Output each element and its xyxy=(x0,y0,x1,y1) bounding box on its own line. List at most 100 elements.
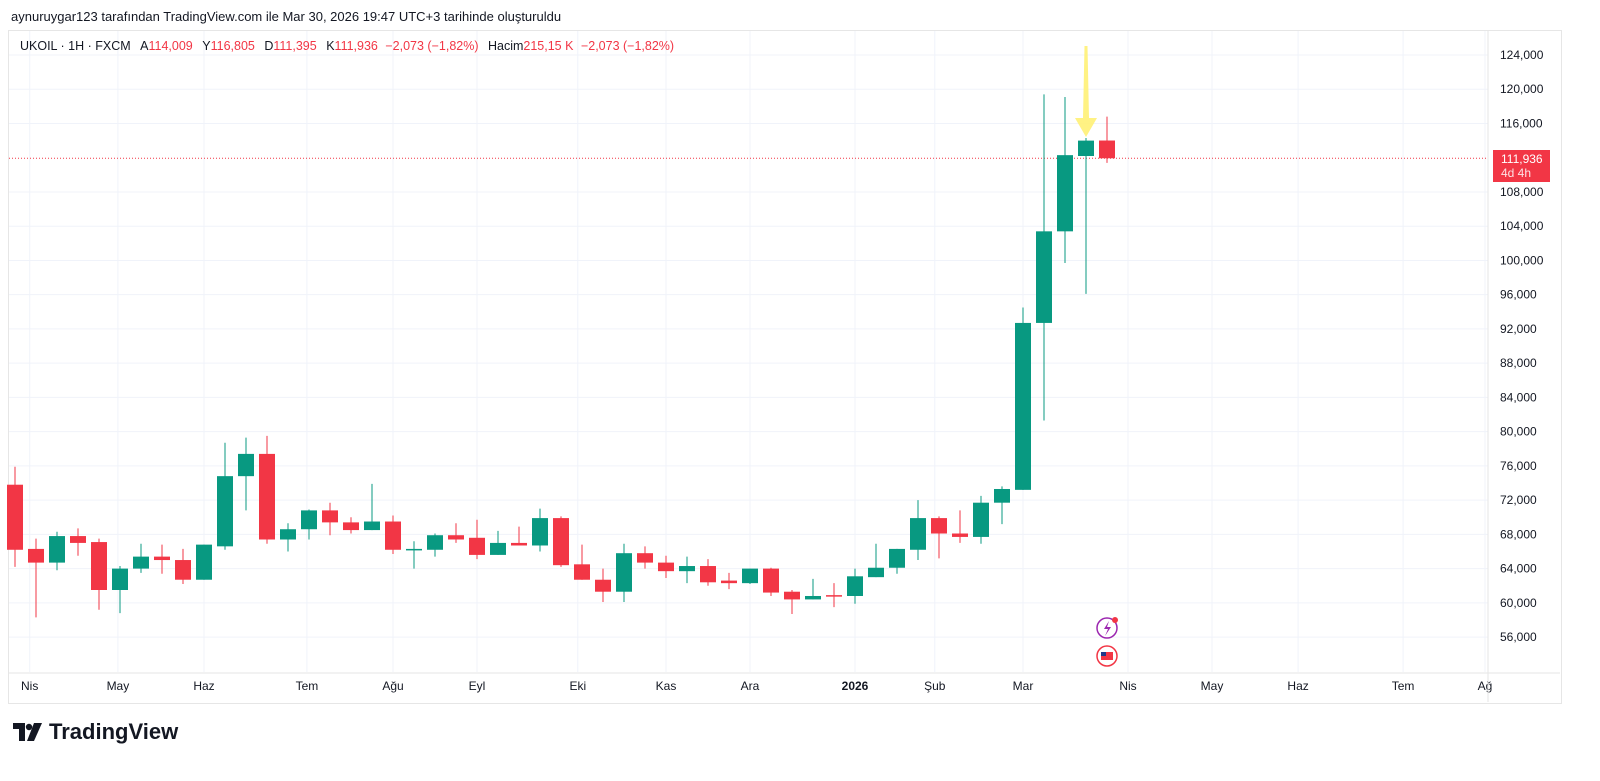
close-value: 111,936 xyxy=(334,39,378,53)
event-dot xyxy=(1112,617,1118,623)
candle-down xyxy=(826,595,842,597)
candle-up xyxy=(532,518,548,546)
chart-frame xyxy=(8,30,1562,704)
candle-up xyxy=(868,567,884,578)
volume-label: Hacim xyxy=(487,39,524,53)
candle-down xyxy=(700,566,716,583)
tradingview-logo[interactable]: TradingView xyxy=(13,719,178,745)
candle-down xyxy=(175,560,191,580)
candle-down xyxy=(91,542,107,590)
time-axis-label: 2026 xyxy=(842,679,869,693)
candle-down xyxy=(7,484,23,550)
time-axis-label: May xyxy=(107,679,130,693)
time-axis-label: Eyl xyxy=(469,679,486,693)
low-value: 111,395 xyxy=(273,39,317,53)
candle-down xyxy=(637,553,653,563)
symbol-legend: UKOIL · 1H · FXCM A114,009 Y116,805 D111… xyxy=(20,39,674,53)
price-axis-label: 96,000 xyxy=(1500,288,1537,302)
candle-up xyxy=(49,536,65,563)
candle-up xyxy=(1078,140,1094,157)
candle-up xyxy=(910,518,926,550)
candle-down xyxy=(784,591,800,600)
price-axis-label: 56,000 xyxy=(1500,630,1537,644)
lightning-glyph xyxy=(1104,621,1111,636)
chart-caption: aynuruygar123 tarafından TradingView.com… xyxy=(11,9,562,24)
candle-up xyxy=(889,548,905,568)
price-axis-label: 88,000 xyxy=(1500,356,1537,370)
candle-up xyxy=(301,510,317,530)
candle-down xyxy=(259,453,275,540)
price-axis-label: 104,000 xyxy=(1500,219,1544,233)
flag-stripes xyxy=(1101,652,1113,660)
candle-down xyxy=(343,522,359,531)
last-price: 111,936 xyxy=(1501,152,1543,166)
flag-canton xyxy=(1101,652,1106,656)
time-axis-label: Ağ xyxy=(1478,679,1493,693)
candle-down xyxy=(931,518,947,534)
high-label: Y xyxy=(202,39,211,53)
price-axis-label: 68,000 xyxy=(1500,527,1537,541)
candle-up xyxy=(742,568,758,584)
candle-up xyxy=(406,548,422,551)
close-label: K xyxy=(326,39,335,53)
candle-down xyxy=(511,542,527,546)
last-price-tag: 111,936 4d 4h xyxy=(1493,150,1550,182)
candle-down xyxy=(322,510,338,523)
price-axis-label: 64,000 xyxy=(1500,562,1537,576)
price-axis-label: 124,000 xyxy=(1500,48,1544,62)
candle-up xyxy=(994,488,1010,503)
candle-down xyxy=(469,537,485,555)
time-axis-label: Tem xyxy=(1392,679,1415,693)
candle-down xyxy=(154,556,170,561)
candle-up xyxy=(217,476,233,547)
price-axis-label: 120,000 xyxy=(1500,82,1544,96)
candle-up xyxy=(364,521,380,531)
open-label: A xyxy=(140,39,149,53)
candle-up xyxy=(847,576,863,596)
candle-up xyxy=(196,544,212,580)
candle-down xyxy=(658,562,674,572)
candle-down xyxy=(553,518,569,566)
candle-up xyxy=(427,535,443,550)
candle-down xyxy=(28,548,44,563)
time-axis-label: Nis xyxy=(21,679,38,693)
candle-up xyxy=(1015,322,1031,490)
price-axis-label: 60,000 xyxy=(1500,596,1537,610)
time-axis-label: Kas xyxy=(656,679,677,693)
candle-down xyxy=(448,535,464,540)
candle-down xyxy=(952,533,968,537)
time-axis-label: Haz xyxy=(193,679,214,693)
candle-up xyxy=(490,542,506,555)
candle-up xyxy=(238,453,254,477)
candle-up xyxy=(616,553,632,592)
candle-up xyxy=(805,595,821,600)
time-axis-label: Mar xyxy=(1013,679,1034,693)
candle-down xyxy=(1099,140,1115,159)
time-axis-label: May xyxy=(1201,679,1224,693)
bar-countdown: 4d 4h xyxy=(1501,166,1532,180)
candle-up xyxy=(133,556,149,569)
price-axis-label: 92,000 xyxy=(1500,322,1537,336)
candle-up xyxy=(679,566,695,572)
logo-text: TradingView xyxy=(49,719,179,744)
time-axis-label: Ara xyxy=(741,679,760,693)
time-axis-label: Nis xyxy=(1119,679,1136,693)
candle-up xyxy=(973,502,989,537)
candle-down xyxy=(763,568,779,593)
symbol-name[interactable]: UKOIL · 1H · FXCM xyxy=(20,39,131,53)
candle-up xyxy=(1057,155,1073,232)
time-axis-label: Şub xyxy=(924,679,946,693)
volume-change-value: −2,073 (−1,82%) xyxy=(580,39,675,53)
candle-down xyxy=(721,580,737,584)
candle-up xyxy=(280,529,296,540)
price-axis-label: 76,000 xyxy=(1500,459,1537,473)
candle-down xyxy=(595,579,611,592)
candle-down xyxy=(385,521,401,550)
high-value: 116,805 xyxy=(210,39,255,53)
change-value: −2,073 (−1,82%) xyxy=(385,39,479,53)
low-label: D xyxy=(264,39,274,53)
price-axis-label: 116,000 xyxy=(1500,116,1543,130)
price-axis-label: 72,000 xyxy=(1500,493,1537,507)
price-axis-label: 108,000 xyxy=(1500,185,1544,199)
